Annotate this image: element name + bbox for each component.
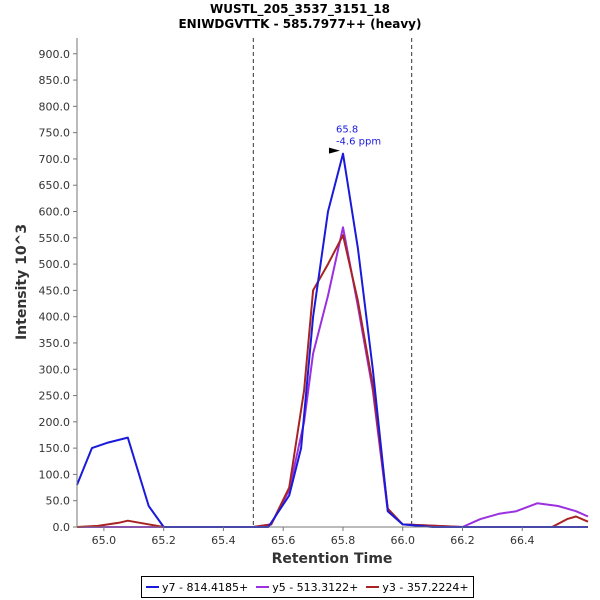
y-tick-label: 300.0 <box>39 363 71 376</box>
x-tick-label: 66.4 <box>510 534 535 547</box>
chart-subtitle: ENIWDGVTTK - 585.7977++ (heavy) <box>178 17 422 31</box>
y-tick-label: 800.0 <box>39 100 71 113</box>
legend-item: y3 - 357.2224+ <box>366 580 469 594</box>
y-tick-label: 450.0 <box>39 284 71 297</box>
y-tick-label: 200.0 <box>39 416 71 429</box>
plot-area <box>77 38 588 527</box>
y-tick-label: 650.0 <box>39 179 71 192</box>
x-tick-label: 65.6 <box>271 534 296 547</box>
y-tick-label: 700.0 <box>39 153 71 166</box>
legend-label: y7 - 814.4185+ <box>162 580 249 594</box>
y-tick-label: 600.0 <box>39 206 71 219</box>
y-tick-label: 900.0 <box>39 48 71 61</box>
x-tick-label: 66.0 <box>390 534 415 547</box>
y-tick-label: 0.0 <box>53 521 71 534</box>
y-tick-label: 250.0 <box>39 390 71 403</box>
y-tick-label: 550.0 <box>39 232 71 245</box>
legend-item: y7 - 814.4185+ <box>146 581 248 594</box>
legend-swatch <box>256 586 270 588</box>
peak-annotation-rt: 65.8 <box>336 125 358 136</box>
legend-swatch <box>366 586 380 588</box>
chart-title: WUSTL_205_3537_3151_18 <box>210 2 390 16</box>
legend-label: y5 - 513.3122+ <box>272 580 359 594</box>
peak-annotation-ppm: -4.6 ppm <box>336 137 381 148</box>
x-tick-label: 66.2 <box>450 534 475 547</box>
y-tick-label: 150.0 <box>39 442 71 455</box>
y-tick-label: 50.0 <box>46 495 71 508</box>
y-tick-label: 850.0 <box>39 74 71 87</box>
y-tick-label: 350.0 <box>39 337 71 350</box>
legend-item: y5 - 513.3122+ <box>256 581 358 594</box>
legend-swatch <box>146 586 159 588</box>
y-tick-label: 750.0 <box>39 127 71 140</box>
x-axis-label: Retention Time <box>272 551 393 567</box>
x-tick-label: 65.8 <box>331 534 356 547</box>
x-tick-label: 65.2 <box>151 534 176 547</box>
y-tick-label: 500.0 <box>39 258 71 271</box>
y-tick-label: 400.0 <box>39 311 71 324</box>
x-tick-label: 65.4 <box>211 534 236 547</box>
y-axis-label: Intensity 10^3 <box>14 224 30 340</box>
legend-label: y3 - 357.2224+ <box>382 580 469 594</box>
peak-marker-arrow <box>328 147 340 154</box>
x-tick-label: 65.0 <box>92 534 117 547</box>
legend: y7 - 814.4185+ y5 - 513.3122+ y3 - 357.222… <box>141 576 474 598</box>
y-tick-label: 100.0 <box>39 468 71 481</box>
